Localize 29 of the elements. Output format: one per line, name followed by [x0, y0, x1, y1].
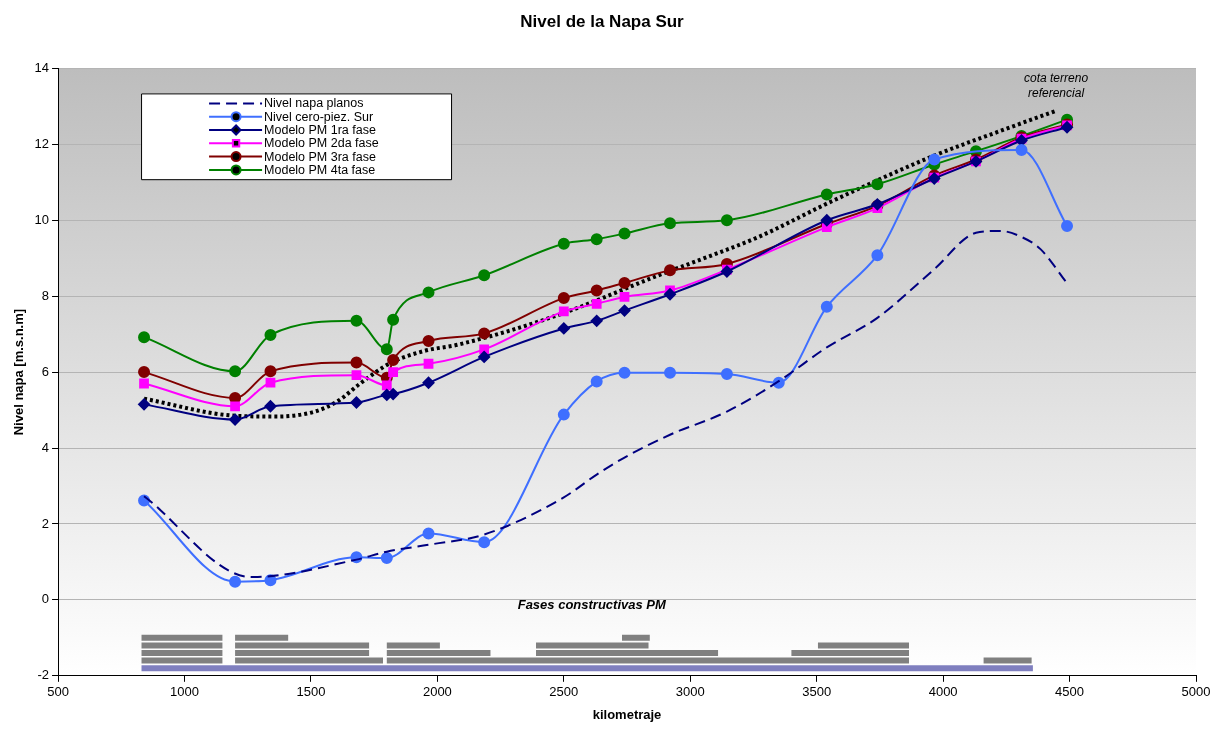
- y-tick-label: 6: [41, 363, 50, 379]
- x-tick-label: 2000: [422, 684, 452, 700]
- x-tick-label: 3000: [675, 684, 705, 700]
- x-axis-title: kilometraje: [592, 706, 662, 722]
- y-tick-label: 0: [41, 591, 50, 607]
- legend-label: Nivel cero-piez. Sur: [264, 109, 374, 124]
- y-tick-label: 8: [41, 287, 50, 303]
- x-tick-label: 4000: [928, 684, 958, 700]
- legend-label: Modelo PM 3ra fase: [264, 149, 376, 164]
- y-tick-label: 4: [41, 439, 50, 455]
- x-tick-label: 5000: [1181, 684, 1211, 700]
- x-tick-label: 3500: [802, 684, 832, 700]
- annotation: Fases constructivas PM: [517, 596, 667, 612]
- x-tick-label: 500: [47, 684, 69, 700]
- y-tick-label: -2: [37, 667, 50, 683]
- y-tick-label: 14: [34, 59, 50, 75]
- x-tick-label: 1000: [170, 684, 199, 700]
- chart-title: Nivel de la Napa Sur: [520, 11, 685, 31]
- x-tick-label: 2500: [549, 684, 579, 700]
- y-tick-label: 10: [34, 211, 50, 227]
- legend-label: Modelo PM 4ta fase: [264, 162, 376, 177]
- y-tick-label: 12: [34, 135, 50, 151]
- legend-label: Nivel napa planos: [264, 96, 364, 111]
- annotation: cota terreno referencial: [1024, 71, 1089, 101]
- x-tick-label: 4500: [1055, 684, 1085, 700]
- y-tick-label: 2: [41, 515, 50, 531]
- x-tick-label: 1500: [296, 684, 326, 700]
- legend-label: Modelo PM 2da fase: [264, 136, 379, 151]
- y-axis-title: Nivel napa [m.s.n.m]: [11, 308, 27, 436]
